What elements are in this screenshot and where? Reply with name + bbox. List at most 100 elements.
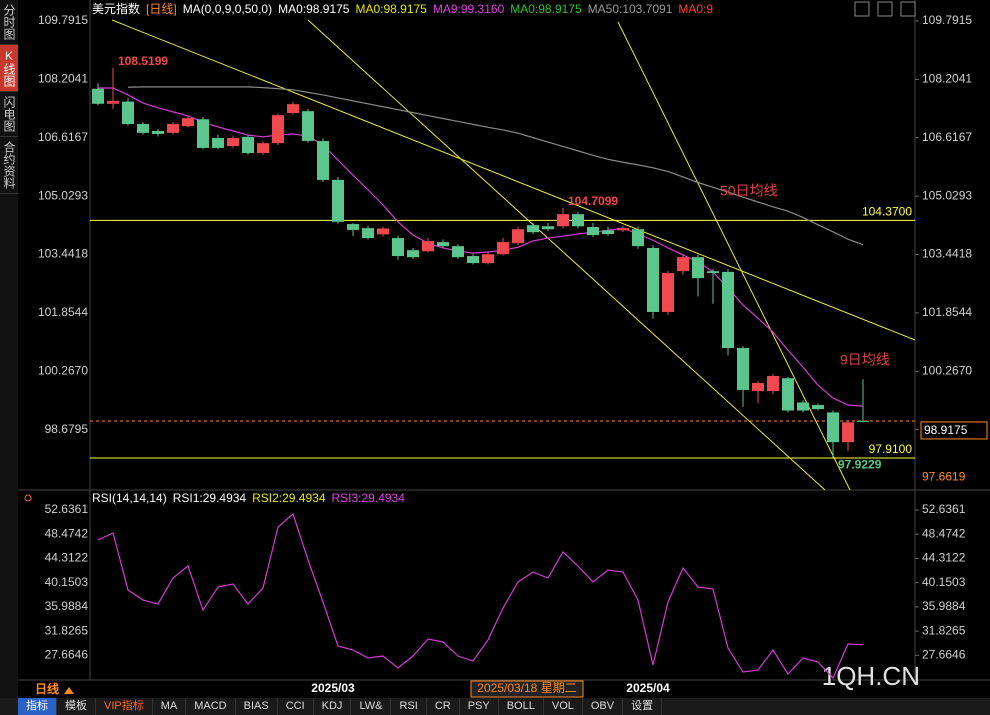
candle-body [572, 214, 584, 227]
candle-body [722, 271, 734, 349]
candle-body [437, 242, 449, 247]
candle-body [182, 118, 194, 127]
toolbar-tab[interactable]: 模板 [57, 698, 96, 715]
candle-body [392, 238, 404, 257]
candle-body [212, 138, 224, 148]
candle-body [662, 272, 674, 312]
toolbar-tab[interactable]: MACD [186, 698, 236, 715]
candle-body [527, 225, 539, 233]
candle-body [647, 247, 659, 312]
period-label[interactable]: 日线 [35, 681, 59, 696]
y-tick-label: 35.9884 [45, 599, 89, 613]
side-tab[interactable]: K线图 [0, 45, 18, 92]
side-tab[interactable]: 闪电图 [0, 92, 18, 137]
toolbar-tab[interactable]: OBV [583, 698, 624, 715]
side-tab[interactable]: 合约资料 [0, 137, 18, 194]
annotation: 50日均线 [720, 183, 778, 199]
y-tick-label: 100.2670 [38, 363, 88, 377]
y-tick-label: 52.6361 [45, 502, 89, 516]
legend-item: MA0:98.9175 [510, 2, 582, 16]
arrow[interactable] [64, 687, 74, 694]
line-label: 98.9175 [924, 423, 968, 437]
candle-body [692, 257, 704, 279]
y-tick-label: 109.7915 [922, 13, 972, 27]
y-tick-label: 35.9884 [922, 599, 966, 613]
line-label: 97.6619 [922, 469, 966, 483]
y-tick-label: 109.7915 [38, 13, 88, 27]
candle-body [482, 254, 494, 264]
y-tick-label: 108.2041 [922, 72, 972, 86]
legend-item: MA0:98.9175 [278, 2, 350, 16]
legend-item: 美元指数 [92, 1, 140, 16]
toolbar-tab[interactable]: PSY [460, 698, 499, 715]
candle-body [857, 420, 869, 422]
toolbar-tab[interactable]: 指标 [18, 698, 57, 715]
y-tick-label: 103.4418 [38, 247, 88, 261]
legend-item: RSI3:29.4934 [332, 491, 406, 505]
line-series [127, 86, 864, 246]
candle-body [512, 229, 524, 244]
candle-body [677, 257, 689, 272]
y-tick-label: 31.8265 [45, 623, 89, 637]
toolbar-tab[interactable]: KDJ [314, 698, 352, 715]
candle-body [407, 250, 419, 258]
toolbar-tab[interactable]: CR [427, 698, 460, 715]
toolbar-tab[interactable]: MA [153, 698, 187, 715]
crosshair-box [470, 680, 584, 698]
line-label: 97.9100 [869, 442, 913, 456]
y-tick-label: 44.3122 [45, 551, 89, 565]
toolbar-tab[interactable]: LW& [351, 698, 392, 715]
y-tick-label: 48.4742 [45, 526, 89, 540]
candle-body [737, 348, 749, 390]
y-tick-label: 40.1503 [45, 575, 89, 589]
side-tab[interactable]: 分时图 [0, 0, 18, 45]
legend-item: MA0:9 [678, 2, 713, 16]
trend-line [617, 21, 851, 491]
candle-body [587, 227, 599, 236]
candle-body [617, 228, 629, 231]
candle-body [227, 138, 239, 147]
y-tick-label: 44.3122 [922, 551, 966, 565]
candle-body [167, 124, 179, 133]
toolbar-tab[interactable]: BOLL [499, 698, 544, 715]
y-tick-label: 27.6646 [45, 648, 89, 662]
candle-body [842, 422, 854, 443]
toolbar-tab[interactable]: VIP指标 [96, 698, 153, 715]
candle-body [827, 412, 839, 443]
y-tick-label: 40.1503 [922, 575, 966, 589]
y-tick-label: 106.6167 [922, 130, 972, 144]
y-tick-label: 106.6167 [38, 130, 88, 144]
icon[interactable] [877, 1, 893, 17]
candle-body [467, 256, 479, 264]
toolbar-tab[interactable]: 设置 [623, 698, 663, 715]
candle-body [632, 229, 644, 247]
y-tick-label: 105.0293 [922, 188, 972, 202]
y-tick-label: 100.2670 [922, 363, 972, 377]
line-label: 104.3700 [862, 205, 912, 219]
candle-body [242, 136, 254, 154]
candle-body [347, 224, 359, 230]
candle-body [92, 88, 104, 104]
chart: 1QH.CN 日线 美元指数 [日线] MA(0,0,9,0,50,0) MA0:98… [18, 0, 990, 698]
y-tick-label: 108.2041 [38, 72, 88, 86]
toolbar-tab[interactable]: BIAS [236, 698, 278, 715]
candle-body [332, 179, 344, 222]
legend-item: MA(0,0,9,0,50,0) [183, 2, 272, 16]
candle-body [557, 214, 569, 227]
toolbar-tab[interactable]: VOL [544, 698, 583, 715]
icon[interactable] [900, 1, 916, 17]
high-label: 104.7099 [568, 194, 618, 208]
candle-body [287, 104, 299, 113]
trend-line [111, 19, 916, 341]
candle-body [362, 228, 374, 239]
toolbar-tab[interactable]: RSI [391, 698, 427, 715]
toolbar-tab[interactable]: CCI [278, 698, 314, 715]
y-tick-label: 103.4418 [922, 247, 972, 261]
candle-body [137, 124, 149, 133]
price-box [920, 421, 988, 440]
icon[interactable] [854, 1, 870, 17]
watermark: 1QH.CN [822, 661, 920, 691]
y-tick-label: 27.6646 [922, 648, 966, 662]
candle-body [317, 140, 329, 180]
